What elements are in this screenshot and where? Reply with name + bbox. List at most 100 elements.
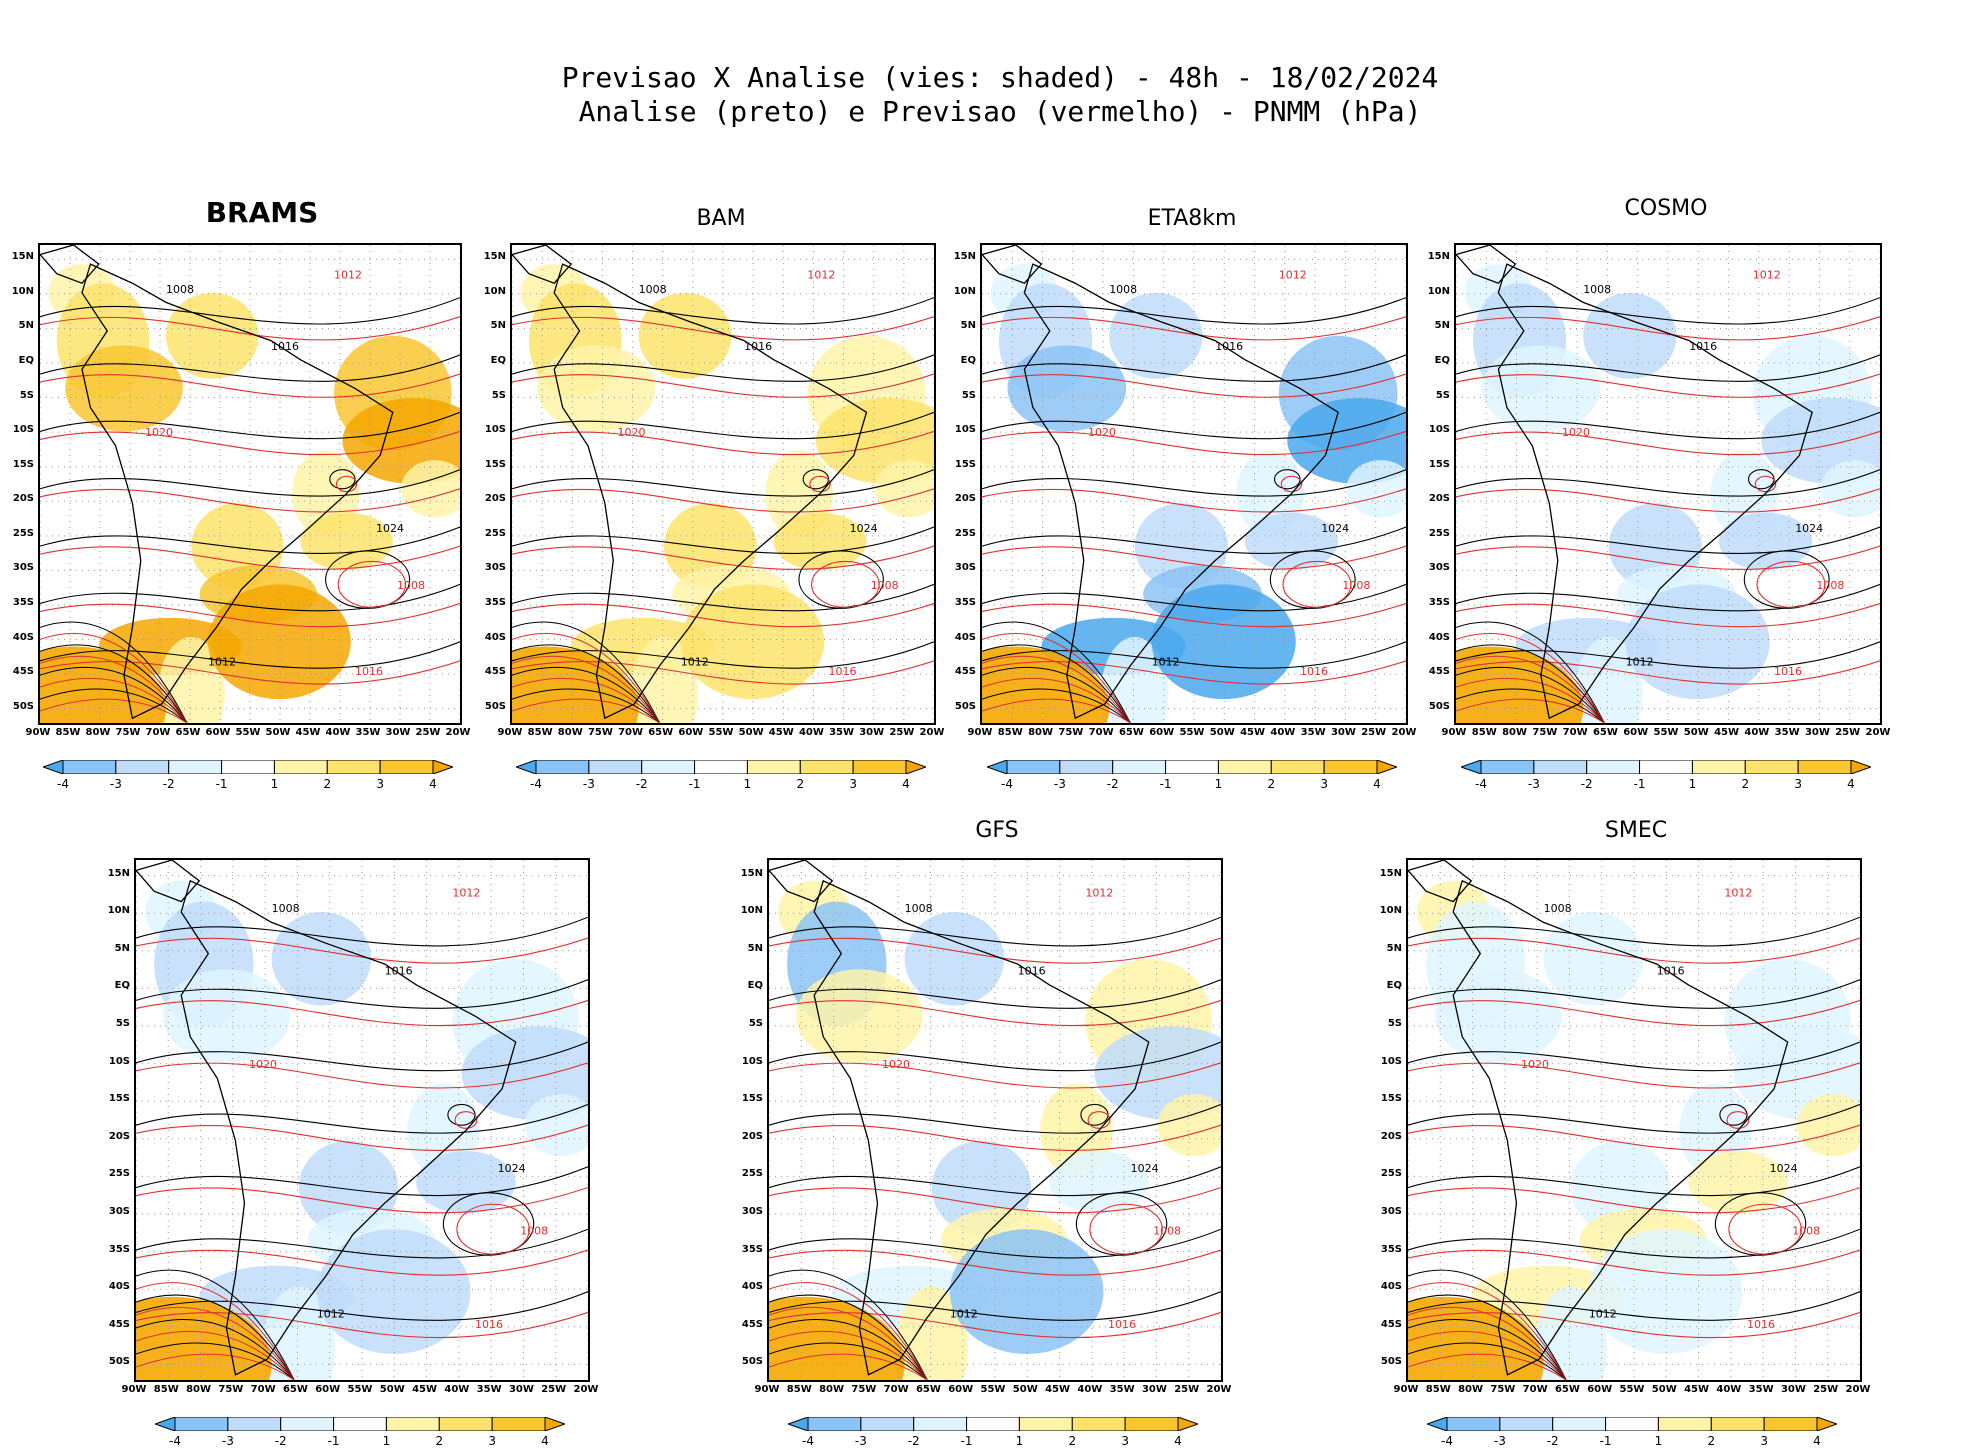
isobar-label-analysis: 1016: [1018, 964, 1046, 977]
isobar-analysis: [136, 1166, 588, 1197]
isobar-forecast: [1408, 999, 1860, 1027]
lon-label: 30W: [508, 1384, 534, 1395]
isobar-label-analysis: 1016: [1657, 964, 1685, 977]
colorbar-label: -4: [1441, 1434, 1453, 1448]
lat-label: 10S: [108, 1055, 130, 1067]
colorbar-label: -3: [1493, 1434, 1506, 1448]
south-america-outline: [81, 263, 394, 720]
lon-label: 90W: [25, 727, 51, 738]
lat-label: 50S: [741, 1356, 763, 1368]
isobar-forecast: [1408, 1124, 1860, 1151]
lat-label: 20S: [954, 493, 976, 505]
bias-shading: [537, 345, 656, 432]
isobar-south: [769, 1353, 928, 1380]
lon-label: 35W: [1300, 727, 1326, 738]
colorbar-segment: [860, 1416, 915, 1432]
central-america-outline: [1456, 245, 1517, 285]
lon-label: 20W: [1391, 727, 1417, 738]
lon-label: 85W: [1425, 1384, 1451, 1395]
lat-label: EQ: [747, 980, 763, 992]
colorbar-label: -4: [530, 777, 542, 791]
isobar-label-analysis: 1016: [385, 964, 413, 977]
isobar-south: [1408, 1282, 1567, 1380]
central-america-outline: [982, 245, 1043, 285]
panel-title: BAM: [696, 206, 746, 231]
lon-label: 90W: [1393, 1384, 1419, 1395]
isobar-south: [512, 621, 661, 723]
lon-label: 65W: [175, 727, 201, 738]
lat-label: 50S: [1380, 1356, 1402, 1368]
lat-label: 5N: [960, 320, 976, 332]
colorbar-label: 3: [849, 777, 857, 791]
lon-label: 65W: [915, 1384, 941, 1395]
isobar-analysis: [982, 641, 1406, 669]
lat-label: 10N: [740, 905, 763, 917]
isobar-label-analysis: 1024: [1131, 1162, 1159, 1175]
lon-label: 90W: [497, 727, 523, 738]
lat-label: 5S: [1387, 1018, 1402, 1029]
colorbar-segment: [1112, 759, 1167, 775]
bias-shading: [1588, 1229, 1743, 1354]
isobar-label-forecast: 1008: [1342, 579, 1370, 592]
colorbar-label: -2: [1580, 777, 1593, 791]
panel-title: GFS: [975, 818, 1019, 843]
colorbar-label: -1: [688, 777, 701, 791]
colorbar-label: -4: [802, 1434, 814, 1448]
lat-label: 20S: [108, 1130, 130, 1142]
isobar-forecast: [136, 999, 588, 1027]
isobar-label-forecast: 1012: [1753, 268, 1781, 281]
isobar-south: [982, 655, 1131, 723]
isobar-analysis: [136, 1291, 588, 1321]
isobar-forecast: [982, 488, 1406, 513]
lat-label: 40S: [1380, 1281, 1402, 1293]
lat-label: 10S: [1380, 1055, 1402, 1067]
pressure-center-forecast: [1728, 1203, 1802, 1255]
colorbar-label: 3: [488, 1434, 496, 1448]
isobar-south: [512, 698, 660, 723]
map-canvas: 1008 1012 1016 1020 1024 1008 1012 1016: [982, 245, 1406, 723]
bias-shading: [1820, 460, 1880, 518]
colorbar-label: 1: [1015, 1434, 1024, 1448]
lon-label: 80W: [1458, 1384, 1484, 1395]
colorbar-label: -4: [57, 777, 69, 791]
lat-label: 45S: [954, 666, 976, 678]
colorbar-segment: [746, 759, 801, 775]
isobar-label-analysis: 1024: [850, 522, 878, 535]
map-canvas: 1008 1012 1016 1020 1024 1008 1012 1016: [136, 860, 588, 1380]
lon-label: 85W: [997, 727, 1023, 738]
isobar-south: [136, 1306, 295, 1380]
pressure-center-forecast: [1754, 475, 1777, 493]
colorbar-segment: [326, 759, 381, 775]
lon-label: 50W: [1683, 727, 1709, 738]
isobar-south: [40, 688, 188, 723]
lon-label: 40W: [1077, 1384, 1103, 1395]
colorbar-label: 4: [1373, 777, 1381, 791]
bias-shading-south: [1456, 646, 1584, 723]
colorbar-segment: [799, 759, 854, 775]
panel-title: ETA8km: [1147, 206, 1237, 231]
isobar-analysis: [40, 469, 460, 497]
colorbar: -4 -3 -2 -1 1 2 3 4: [514, 759, 928, 795]
lon-label: 70W: [883, 1384, 909, 1395]
isobar-south: [1456, 666, 1605, 723]
panel-title: BRAMS: [205, 196, 319, 229]
isobar-south: [982, 633, 1131, 723]
lat-label: 30S: [954, 562, 976, 574]
colorbar-label: -3: [854, 1434, 867, 1448]
lat-label: 45S: [741, 1318, 763, 1330]
lon-label: 85W: [786, 1384, 812, 1395]
isobar-label-analysis: 1016: [744, 340, 772, 353]
map-canvas: 1008 1012 1016 1020 1024 1008 1012 1016: [1408, 860, 1860, 1380]
colorbar-label: 4: [429, 777, 437, 791]
lat-label: 20S: [741, 1130, 763, 1142]
lat-label: 5N: [747, 942, 763, 954]
pressure-center-analysis: [1269, 550, 1356, 609]
lon-label: 85W: [1471, 727, 1497, 738]
lat-label: 25S: [741, 1168, 763, 1180]
south-america-outline: [180, 879, 517, 1376]
isobar-analysis: [40, 411, 460, 440]
lon-label: 45W: [295, 727, 321, 738]
isobar-forecast: [769, 1062, 1221, 1089]
colorbar-label: -1: [215, 777, 228, 791]
lon-label: 90W: [754, 1384, 780, 1395]
